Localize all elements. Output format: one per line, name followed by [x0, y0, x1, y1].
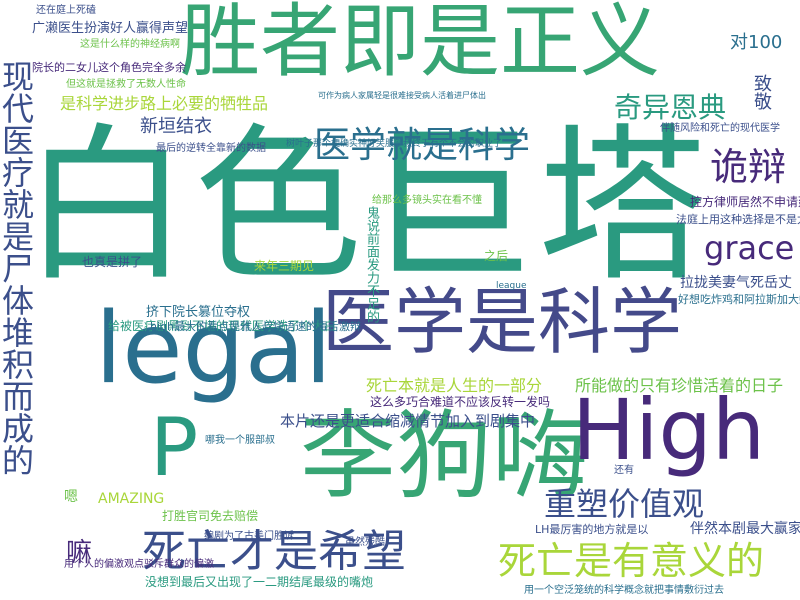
- word-big: 李狗嗨: [300, 400, 588, 512]
- word-small: 鬼说前面发力不足的: [364, 206, 379, 323]
- word-big: legal: [95, 292, 333, 406]
- word-small: 法庭上用这种选择是不是太过儿戏: [676, 213, 800, 226]
- word-small: 最后的逆转全靠新的数据: [156, 143, 266, 154]
- word-small: 给被医疗剧黑到不堪的现代医学洗了个大白: [108, 319, 337, 333]
- word-small: 给那么多镜头实在看不懂: [372, 195, 482, 206]
- word-small: 之后: [484, 249, 509, 263]
- word-small: 树叶子那个梗确实神好笑服部叔终于有个不会的职业了: [286, 139, 503, 149]
- word-medium: 重塑价值观: [544, 485, 705, 523]
- word-small: 这是什么样的神经病啊: [80, 39, 180, 50]
- word-small: 嗯: [64, 489, 78, 505]
- word-small: league: [496, 281, 527, 291]
- word-big: 死亡才是希望: [142, 526, 406, 577]
- word-small: 还有: [614, 465, 634, 476]
- word-medium: 是科学进步路上必要的牺牲品: [60, 94, 269, 113]
- word-small: 编剧为了古美门胜诉: [204, 531, 294, 542]
- word-small: LH最厉害的地方就是以: [535, 523, 649, 536]
- word-big: 医学是科学: [322, 280, 683, 364]
- word-small: high最大的看点是雅人叔快语速的毒舌激辩: [150, 320, 361, 333]
- word-small: 虽然残酷: [345, 537, 385, 548]
- word-medium: 所能做的只有珍惜活着的日子: [575, 376, 784, 395]
- word-small: 没想到最后又出现了一二期结尾最级的嘴炮: [145, 575, 374, 589]
- word-big: 现代医疗就是尸体堆积而成的: [0, 60, 35, 476]
- word-small: 伴随风险和死亡的现代医学: [660, 123, 780, 134]
- word-medium: 嘛: [66, 538, 93, 568]
- word-medium: 致敬: [751, 74, 772, 110]
- word-medium: 医学就是科学: [314, 125, 531, 166]
- word-small: 控方律师居然不申请延期审判: [690, 195, 800, 209]
- word-small: 拉拢美妻气死岳丈: [680, 275, 792, 291]
- word-small: 挤下院长篡位夺权: [146, 305, 251, 320]
- word-small: 打胜官司免去赔偿: [162, 509, 259, 523]
- word-big: 白色巨塔: [22, 108, 710, 304]
- word-small: 也真是拼了: [82, 255, 143, 269]
- word-small: 可作为病人家属轻是很难接受病人活着进尸体出: [318, 91, 486, 100]
- word-small: 院长的二女儿这个角色完全多余: [32, 61, 186, 74]
- word-big: P: [150, 401, 199, 494]
- word-big: High: [572, 381, 766, 479]
- word-small: 但这就是拯救了无数人性命: [66, 79, 186, 90]
- word-small: 伴然本剧最大赢家: [690, 521, 800, 537]
- word-small: 好想吃炸鸡和阿拉斯加大螃蟹: [678, 293, 800, 306]
- word-medium: 新垣结衣: [140, 116, 212, 137]
- word-small: 还在庭上死磕: [36, 5, 96, 16]
- word-small: AMAZING: [98, 491, 165, 507]
- word-medium: grace: [704, 229, 795, 267]
- word-medium: 死亡本就是人生的一部分: [366, 376, 543, 395]
- word-small: 哪我一个服部叔: [205, 435, 275, 446]
- word-medium: 奇异恩典: [614, 91, 727, 124]
- word-small: 这么多巧合难道不应该反转一发吗: [370, 395, 551, 409]
- word-big: 胜者即是正义: [180, 0, 660, 88]
- word-small: 来年三期见: [254, 259, 315, 273]
- word-small: 用个人的偏激观点驳斥群众的偏激: [64, 559, 214, 570]
- word-small: 用一个空泛笼统的科学概念就把事情敷衍过去: [524, 585, 724, 596]
- word-medium: 本片还是更适合缩减情节加入到剧集中: [280, 412, 536, 430]
- word-medium: 对100: [730, 32, 783, 53]
- word-medium: 诡辩: [710, 145, 787, 189]
- word-big: 死亡是有意义的: [498, 539, 765, 583]
- word-small: 广濑医生扮演好人赢得声望: [32, 21, 189, 36]
